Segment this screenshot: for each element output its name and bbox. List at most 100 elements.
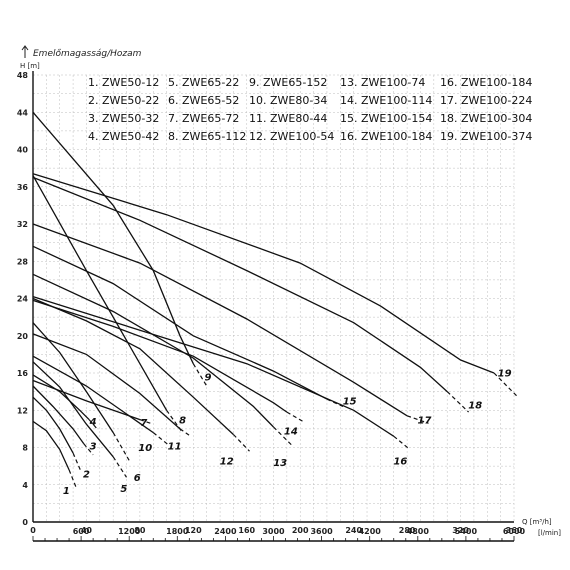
curve-12-dashed <box>232 434 250 452</box>
curve-2-dashed <box>72 452 82 472</box>
curve-1-dashed <box>68 469 77 487</box>
legend-entry: 7. ZWE65-72 <box>168 112 239 125</box>
curve-4-dashed <box>88 419 98 430</box>
curve-label-16: 16 <box>393 456 407 467</box>
curve-label-2: 2 <box>83 469 90 480</box>
y-axis-label: H [m] <box>20 62 40 70</box>
legend-entry: 10. ZWE80-34 <box>249 94 327 107</box>
x2-tick-label: 5400 <box>455 527 478 536</box>
legend-entry: 6. ZWE65-52 <box>168 94 239 107</box>
curve-label-12: 12 <box>220 456 234 467</box>
curve-label-10: 10 <box>138 443 152 454</box>
curve-label-19: 19 <box>498 369 512 380</box>
curve-16 <box>32 295 395 437</box>
curve-10 <box>32 355 154 434</box>
legend-entry: 1. ZWE50-12 <box>88 76 159 89</box>
curve-label-6: 6 <box>134 473 141 484</box>
curve-3 <box>32 385 85 445</box>
curve-4 <box>32 374 90 421</box>
curve-14 <box>32 299 288 413</box>
x-tick-label: 80 <box>134 526 146 535</box>
curve-label-1: 1 <box>63 486 70 497</box>
curve-label-9: 9 <box>205 372 212 383</box>
x-tick-label: 120 <box>185 526 202 535</box>
x-tick-label: 200 <box>292 526 309 535</box>
x-tick-label: 280 <box>399 526 416 535</box>
legend-entry: 5. ZWE65-22 <box>168 76 239 89</box>
legend-entry: 3. ZWE50-32 <box>88 112 159 125</box>
y-tick-label: 40 <box>17 146 29 155</box>
curve-16-dashed <box>393 435 411 450</box>
up-arrow-icon <box>21 45 29 58</box>
legend-entry: 16. ZWE100-184 <box>440 76 532 89</box>
legend-entry: 4. ZWE50-42 <box>88 130 159 143</box>
x2-tick-label: 4200 <box>359 527 382 536</box>
chart-curves <box>32 111 519 487</box>
curve-15 <box>32 245 328 400</box>
x-tick-label: 160 <box>238 526 255 535</box>
legend-entry: 17. ZWE100-224 <box>440 94 532 107</box>
x-tick-label: 240 <box>345 526 362 535</box>
curve-label-3: 3 <box>90 441 97 452</box>
x2-axis-label: [l/min] <box>538 529 561 537</box>
y-tick-label: 12 <box>17 406 28 415</box>
curve-2 <box>32 396 74 454</box>
x2-tick-label: 1200 <box>118 527 141 536</box>
y-tick-label: 28 <box>17 257 29 266</box>
curve-label-11: 11 <box>168 441 182 452</box>
curve-11-dashed <box>179 428 192 437</box>
curve-label-18: 18 <box>468 400 482 411</box>
y-tick-label: 32 <box>17 220 28 229</box>
y-tick-label: 4 <box>22 481 28 490</box>
curve-14-dashed <box>286 411 304 422</box>
curve-label-17: 17 <box>418 415 432 426</box>
curve-10-dashed <box>152 432 170 447</box>
legend-entry: 16. ZWE100-184 <box>340 130 432 143</box>
curve-label-15: 15 <box>343 397 357 408</box>
curve-label-5: 5 <box>120 484 127 495</box>
curve-13-dashed <box>273 426 293 447</box>
y-tick-label: 48 <box>17 71 29 80</box>
curve-5 <box>32 361 114 458</box>
curve-12 <box>32 297 234 435</box>
y-tick-label: 24 <box>17 295 29 304</box>
x-tick-label: 0 <box>30 526 36 535</box>
y-tick-label: 8 <box>22 444 28 453</box>
curve-18-dashed <box>446 391 470 413</box>
legend-entry: 9. ZWE65-152 <box>249 76 327 89</box>
curve-label-8: 8 <box>179 415 186 426</box>
curve-11 <box>32 333 181 430</box>
x2-tick-label: 1800 <box>166 527 189 536</box>
curve-1 <box>32 420 70 471</box>
legend-entry: 2. ZWE50-22 <box>88 94 159 107</box>
curve-7 <box>32 379 141 421</box>
legend-entry: 8. ZWE65-112 <box>168 130 246 143</box>
x2-tick-label: 2400 <box>214 527 237 536</box>
curve-6-dashed <box>112 432 130 461</box>
y-tick-label: 20 <box>17 332 29 341</box>
curve-label-14: 14 <box>284 426 298 437</box>
legend-entry: 15. ZWE100-154 <box>340 112 432 125</box>
curve-8 <box>32 175 168 411</box>
x2-tick-label: 6000 <box>503 527 526 536</box>
legend-entry: 13. ZWE100-74 <box>340 76 425 89</box>
legend-entry: 19. ZWE100-374 <box>440 130 532 143</box>
curve-19 <box>32 173 495 374</box>
x2-tick-label: 3000 <box>262 527 285 536</box>
x-axis-label: Q [m³/h] <box>522 518 552 526</box>
legend-entry: 12. ZWE100-54 <box>249 130 334 143</box>
x2-tick-label: 600 <box>73 527 90 536</box>
curve-17-dashed <box>406 415 429 424</box>
x-tick-label: 40 <box>81 526 93 535</box>
curve-label-13: 13 <box>273 458 287 469</box>
chart-legend: 1. ZWE50-12 5. ZWE65-22 9. ZWE65-152 13. ZW… <box>88 76 532 143</box>
y-tick-label: 36 <box>17 183 29 192</box>
curve-18 <box>32 176 448 393</box>
curve-3-dashed <box>83 443 94 456</box>
x-tick-label: 320 <box>452 526 469 535</box>
x2-tick-label: 3600 <box>310 527 333 536</box>
legend-entry: 11. ZWE80-44 <box>249 112 327 125</box>
